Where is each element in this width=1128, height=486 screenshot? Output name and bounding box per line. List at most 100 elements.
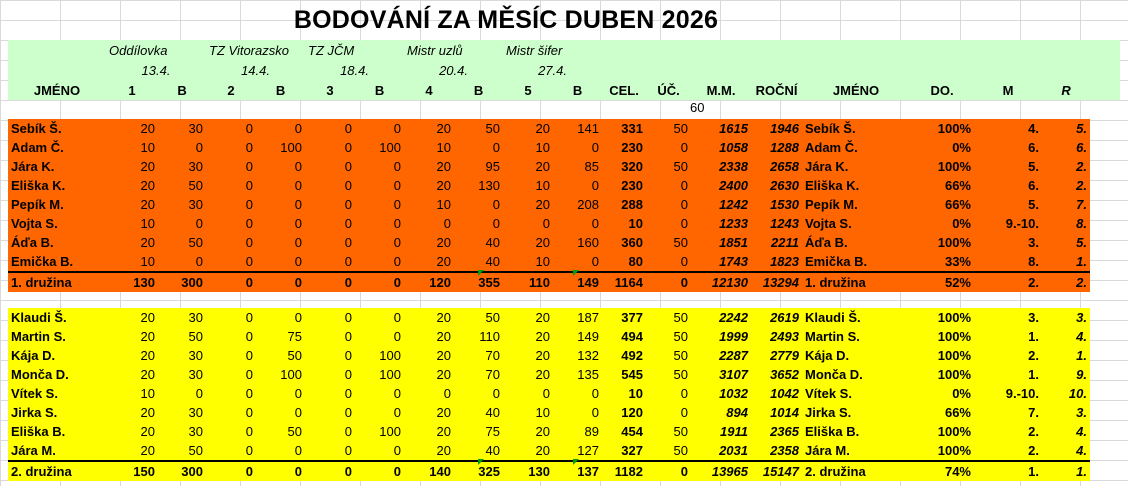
annual-rank: 6. [1076,140,1087,155]
month-rank: 5. [1028,197,1039,212]
event4-points: 0 [492,216,500,231]
member-name-repeat: Jára K. [805,159,849,174]
event2-points: 0 [294,159,302,174]
event2-points: 0 [294,197,302,212]
annual-points: 2630 [770,178,799,193]
participation: 50 [673,443,688,458]
participation: 0 [680,405,688,420]
event2-rank: 0 [245,386,253,401]
total-member-name: 1. družina [8,271,106,292]
event2-points: 100 [280,140,302,155]
name-header: JMÉNO [33,82,81,98]
member-name: Jára K. [11,159,55,174]
member-name: Jára M. [11,443,56,458]
event5-points: 89 [584,424,599,439]
participation: 0 [680,197,688,212]
total-points: 10 [628,216,643,231]
participation: 0 [680,178,688,193]
event4-points: 70 [485,367,500,382]
attendance: 100% [937,310,971,325]
member-name-repeat: Vítek S. [805,386,852,401]
attendance: 0% [952,216,971,231]
event1-rank: 20 [140,348,155,363]
total-total-points: 1182 [602,460,646,481]
event5-points: 141 [577,121,599,136]
event1-rank: 20 [140,197,155,212]
attendance: 33% [944,254,971,269]
total-points: 454 [621,424,643,439]
event5-rank: 10 [535,254,550,269]
event2-rank: 0 [245,159,253,174]
comment-marker [573,270,579,276]
event4-points: 40 [485,405,500,420]
event2-points: 0 [294,121,302,136]
member-name-repeat: Áďa B. [805,235,848,250]
total-event1-points: 300 [158,271,206,292]
participation: 50 [673,121,688,136]
event1-rank: 20 [140,310,155,325]
table-row: Áďa B. 20 50 0 0 0 0 20 40 20 160 360 50 1851 2211 Áďa … [8,233,1090,252]
annual-points: 1042 [770,386,799,401]
total-monthly-points: 12130 [691,271,751,292]
total-event3-rank: 0 [305,271,355,292]
member-name-repeat: Klaudi Š. [805,310,861,325]
annual-points: 2779 [770,348,799,363]
event4-points: 0 [492,386,500,401]
total-event5-rank: 110 [503,271,553,292]
event3-rank: 0 [344,443,352,458]
annual-rank: 10. [1068,386,1087,401]
monthly-points: 1743 [719,254,748,269]
event1-points: 30 [188,197,203,212]
event-date: 14.4. [241,62,270,78]
attendance: 0% [952,140,971,155]
event2-points: 0 [294,178,302,193]
event4-rank: 20 [436,159,451,174]
annual-rank: 9. [1076,367,1087,382]
event4-rank: 20 [436,121,451,136]
event5-points: 127 [577,443,599,458]
member-name-repeat: Martin S. [805,329,860,344]
event4-points: 130 [478,178,500,193]
total-header: CEL. [609,82,639,98]
event4-rank: 20 [436,424,451,439]
total-member-name: 2. družina [8,460,106,481]
annual-rank: 1. [1076,254,1087,269]
event4-points: 40 [485,443,500,458]
total-event3-rank: 0 [305,460,355,481]
event2-rank: 0 [245,443,253,458]
attendance: 100% [937,235,971,250]
event2-points-header: B [275,82,286,98]
total-event2-rank: 0 [206,460,256,481]
event4-rank: 10 [436,140,451,155]
member-name-repeat: Adam Č. [805,140,858,155]
total-points: 494 [621,329,643,344]
event3-rank: 0 [344,310,352,325]
event2-points: 50 [287,424,302,439]
column-header-row: JMÉNO 1 B 2 B 3 B 4 B 5 B CEL. ÚČ. M.M. ROČNÍ JMÉNO DO. M… [8,80,1090,100]
total-points: 288 [621,197,643,212]
event4-rank: 0 [443,216,451,231]
total-event1-points: 300 [158,460,206,481]
monthly-points: 2400 [719,178,748,193]
month-rank: 8. [1028,254,1039,269]
annual-rank: 3. [1076,405,1087,420]
annual-points: 2619 [770,310,799,325]
attendance: 66% [944,197,971,212]
attendance: 100% [937,121,971,136]
event5-points: 132 [577,348,599,363]
member-name-repeat: Jára M. [805,443,850,458]
annual-rank: 4. [1076,424,1087,439]
attendance: 0% [952,386,971,401]
annual-points: 1288 [770,140,799,155]
event3-points: 0 [393,254,401,269]
member-name-repeat: Emička B. [805,254,868,269]
participation: 0 [680,140,688,155]
annual-points: 2365 [770,424,799,439]
annual-header: ROČNÍ [755,82,798,98]
monthly-points: 1242 [719,197,748,212]
event5-points-header: B [572,82,583,98]
event3-rank: 0 [344,405,352,420]
event3-rank: 0 [344,254,352,269]
annual-rank: 4. [1076,329,1087,344]
event1-points: 30 [188,348,203,363]
